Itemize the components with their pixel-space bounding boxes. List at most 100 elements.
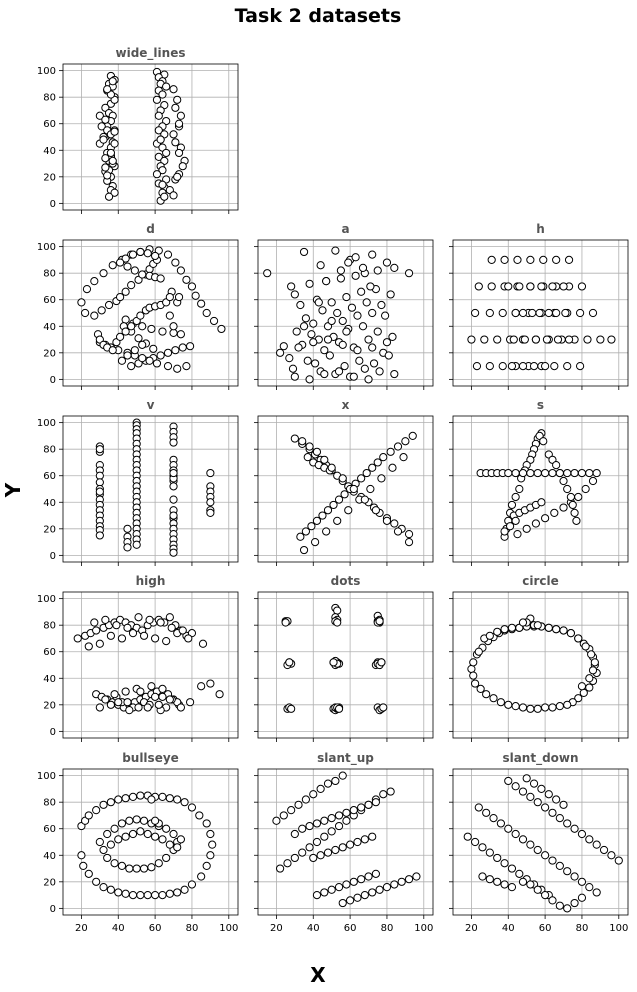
data-point [165, 292, 174, 302]
data-point [368, 250, 377, 259]
data-point [171, 138, 180, 147]
data-point [191, 291, 200, 300]
data-point [542, 335, 552, 344]
data-point [360, 890, 369, 900]
data-point [548, 468, 557, 478]
data-point [197, 872, 206, 881]
data-point [585, 683, 594, 692]
data-point [195, 811, 204, 820]
data-point [154, 700, 163, 709]
data-point [526, 880, 535, 889]
data-point [90, 277, 99, 286]
data-point [333, 516, 342, 525]
data-point [390, 263, 399, 272]
x-tick-label: 40 [502, 923, 515, 934]
panel-title: d [146, 222, 155, 236]
data-point [117, 634, 127, 643]
data-point [158, 692, 167, 701]
data-point [303, 356, 312, 365]
data-point [202, 819, 211, 828]
data-point [577, 829, 587, 839]
data-point [369, 359, 379, 368]
data-point [197, 299, 206, 308]
data-point [151, 251, 160, 261]
y-tick-label: 40 [43, 322, 56, 333]
data-point [340, 361, 349, 371]
data-point [381, 311, 390, 320]
data-point [117, 356, 127, 365]
data-point [504, 776, 513, 786]
data-point [404, 875, 414, 884]
data-point [95, 837, 104, 847]
data-point [529, 361, 539, 371]
data-point [393, 442, 403, 451]
data-point [334, 704, 344, 713]
data-point [568, 500, 577, 510]
axes-frame [62, 591, 239, 739]
data-point [99, 135, 108, 144]
data-point [563, 700, 572, 709]
data-point [577, 877, 587, 886]
data-point [541, 361, 550, 371]
panel-h: h [449, 222, 629, 390]
data-point [531, 519, 540, 528]
data-point [360, 835, 369, 844]
data-point [518, 787, 528, 796]
data-point [173, 888, 182, 897]
data-point [334, 883, 344, 892]
x-tick-label: 40 [307, 923, 320, 934]
data-point [301, 795, 310, 804]
data-point [511, 702, 520, 711]
data-point [336, 274, 345, 283]
data-point [544, 623, 553, 632]
data-point [399, 453, 408, 462]
data-point [174, 119, 184, 128]
data-point [520, 335, 529, 344]
data-point [386, 787, 395, 796]
data-point [489, 814, 498, 823]
data-point [513, 530, 522, 539]
data-point [500, 625, 509, 634]
data-point [162, 82, 171, 91]
data-point [507, 883, 517, 892]
data-point [576, 361, 585, 371]
data-point [368, 308, 377, 318]
data-point [351, 271, 360, 280]
data-point [178, 162, 187, 171]
data-point [128, 829, 138, 839]
data-point [169, 322, 178, 331]
data-point [338, 898, 347, 908]
data-point [112, 621, 121, 630]
data-point [165, 889, 174, 898]
data-point [563, 361, 572, 371]
data-point [563, 484, 572, 494]
data-point [318, 306, 327, 315]
data-point [368, 343, 377, 352]
data-point [360, 495, 369, 504]
data-point [90, 311, 99, 320]
data-point [555, 861, 564, 870]
y-tick-label: 80 [43, 445, 56, 456]
data-point [353, 893, 362, 902]
data-point [382, 338, 392, 347]
y-tick-label: 0 [50, 375, 56, 386]
data-point [570, 508, 579, 517]
data-point [555, 901, 564, 910]
data-point [347, 303, 357, 312]
data-point [279, 811, 288, 820]
data-point [134, 703, 143, 712]
data-point [327, 463, 336, 472]
data-point [522, 524, 531, 533]
y-tick-label: 100 [37, 242, 56, 253]
data-point [373, 327, 382, 336]
data-point [325, 351, 334, 360]
data-point [375, 367, 384, 376]
data-point [169, 495, 178, 504]
data-point [104, 300, 114, 310]
panel-circle: circle [449, 574, 629, 742]
data-point [263, 269, 272, 278]
data-point [114, 888, 123, 897]
data-point [95, 445, 104, 454]
data-point [206, 508, 215, 517]
data-point [296, 532, 305, 541]
